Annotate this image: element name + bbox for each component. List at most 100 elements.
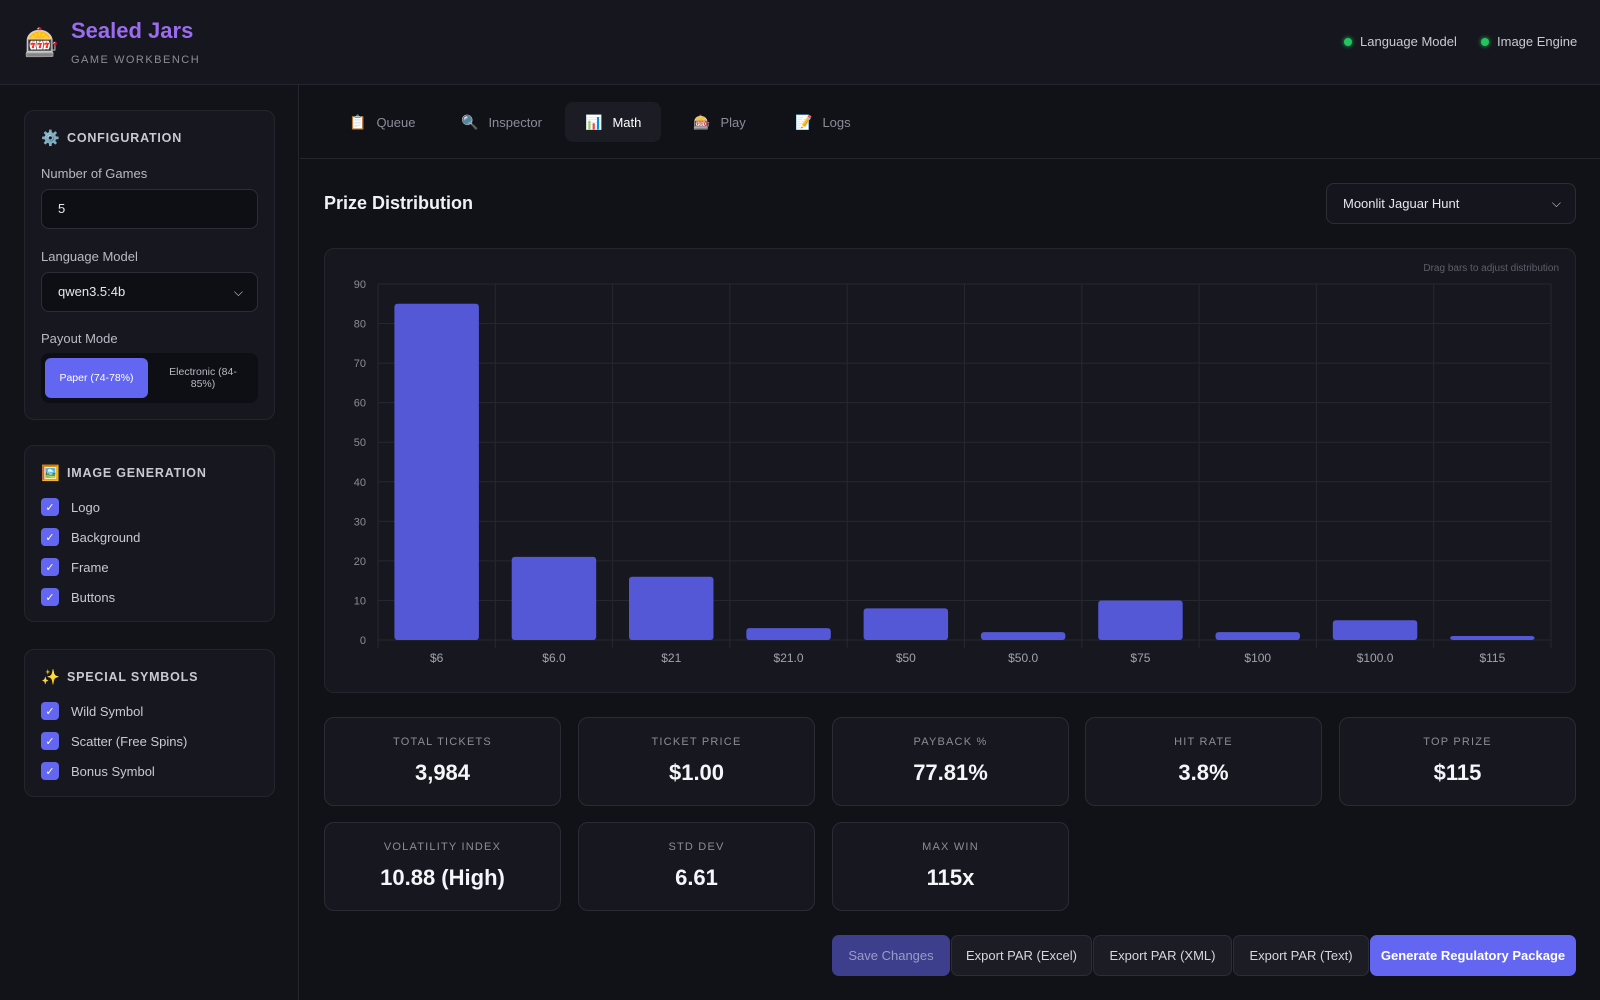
clipboard-icon: 📋 bbox=[349, 113, 367, 130]
checkbox-logo[interactable]: ✓ Logo bbox=[41, 498, 100, 516]
status-language-model: Language Model bbox=[1344, 34, 1457, 49]
chart-hint: Drag bars to adjust distribution bbox=[1423, 263, 1559, 274]
checkbox-label: Wild Symbol bbox=[71, 703, 144, 719]
x-tick-label: $100 bbox=[1244, 651, 1271, 665]
x-tick-label: $50.0 bbox=[1008, 651, 1038, 665]
tab-inspector[interactable]: 🔍 Inspector bbox=[441, 102, 562, 142]
save-changes-button[interactable]: Save Changes bbox=[832, 935, 950, 976]
chart-bar[interactable] bbox=[1450, 636, 1535, 640]
y-tick-label: 20 bbox=[354, 556, 366, 568]
tab-label: Play bbox=[720, 114, 746, 130]
status-label: Image Engine bbox=[1497, 34, 1578, 49]
y-tick-label: 10 bbox=[354, 595, 366, 607]
stat-ticket-price: TICKET PRICE $1.00 bbox=[578, 717, 815, 806]
payout-mode-label: Payout Mode bbox=[41, 331, 118, 346]
stat-max-win: MAX WIN 115x bbox=[832, 822, 1069, 911]
panel-title: IMAGE GENERATION bbox=[67, 466, 207, 480]
image-generation-panel: 🖼️ IMAGE GENERATION ✓ Logo ✓ Background … bbox=[24, 445, 275, 622]
game-select[interactable]: Moonlit Jaguar Hunt ⌵ bbox=[1326, 183, 1576, 224]
checkbox-label: Logo bbox=[71, 499, 100, 515]
app-subtitle: GAME WORKBENCH bbox=[71, 54, 201, 66]
chart-bar[interactable] bbox=[511, 556, 597, 640]
y-tick-label: 50 bbox=[354, 437, 366, 449]
chart-bar[interactable] bbox=[629, 576, 714, 640]
stat-label: TICKET PRICE bbox=[651, 736, 742, 748]
tab-play[interactable]: 🎰 Play bbox=[673, 102, 766, 142]
x-tick-label: $21 bbox=[661, 651, 681, 665]
chevron-down-icon: ⌵ bbox=[233, 285, 243, 299]
gear-icon: ⚙️ bbox=[41, 130, 61, 147]
checkmark-icon[interactable]: ✓ bbox=[41, 702, 59, 720]
payout-mode-toggle: Paper (74-78%) Electronic (84-85%) bbox=[41, 353, 258, 403]
chart-bar[interactable] bbox=[394, 303, 479, 640]
image-generation-header: 🖼️ IMAGE GENERATION bbox=[41, 464, 207, 482]
checkbox-wild-symbol[interactable]: ✓ Wild Symbol bbox=[41, 702, 143, 720]
checkmark-icon[interactable]: ✓ bbox=[41, 588, 59, 606]
checkmark-icon[interactable]: ✓ bbox=[41, 732, 59, 750]
stat-label: TOP PRIZE bbox=[1423, 736, 1492, 748]
checkmark-icon[interactable]: ✓ bbox=[41, 498, 59, 516]
export-par-excel-button[interactable]: Export PAR (Excel) bbox=[951, 935, 1092, 976]
chart-bar[interactable] bbox=[1098, 600, 1183, 640]
bar-chart-icon: 📊 bbox=[585, 113, 603, 130]
checkbox-background[interactable]: ✓ Background bbox=[41, 528, 140, 546]
checkmark-icon[interactable]: ✓ bbox=[41, 528, 59, 546]
status-dot bbox=[1481, 37, 1489, 46]
tab-queue[interactable]: 📋 Queue bbox=[329, 102, 435, 142]
stat-label: STD DEV bbox=[668, 841, 725, 853]
tab-bar: 📋 Queue 🔍 Inspector 📊 Math 🎰 Play 📝 Logs bbox=[300, 85, 1600, 159]
status-dot bbox=[1344, 37, 1352, 46]
y-tick-label: 80 bbox=[354, 319, 366, 331]
chart-bar[interactable] bbox=[746, 628, 831, 640]
magnifier-icon: 🔍 bbox=[461, 113, 479, 130]
checkbox-label: Background bbox=[71, 529, 141, 545]
tab-logs[interactable]: 📝 Logs bbox=[775, 102, 871, 142]
payout-mode-paper-button[interactable]: Paper (74-78%) bbox=[45, 358, 148, 398]
y-tick-label: 40 bbox=[354, 477, 366, 489]
chart-bar[interactable] bbox=[1332, 620, 1418, 640]
x-tick-label: $6.0 bbox=[542, 651, 566, 665]
num-games-input[interactable]: 5 bbox=[41, 189, 258, 229]
x-tick-label: $75 bbox=[1130, 651, 1150, 665]
chart-bar[interactable] bbox=[1215, 632, 1300, 640]
y-tick-label: 60 bbox=[354, 398, 366, 410]
checkbox-buttons[interactable]: ✓ Buttons bbox=[41, 588, 115, 606]
special-symbols-header: ✨ SPECIAL SYMBOLS bbox=[41, 668, 198, 686]
generate-regulatory-package-button[interactable]: Generate Regulatory Package bbox=[1370, 935, 1576, 976]
stat-value: $115 bbox=[1433, 760, 1482, 785]
memo-icon: 📝 bbox=[795, 113, 813, 130]
stat-std-dev: STD DEV 6.61 bbox=[578, 822, 815, 911]
stat-label: TOTAL TICKETS bbox=[393, 736, 492, 748]
y-tick-label: 70 bbox=[354, 358, 366, 370]
panel-title: CONFIGURATION bbox=[67, 131, 183, 145]
checkbox-bonus-symbol[interactable]: ✓ Bonus Symbol bbox=[41, 762, 155, 780]
panel-title: SPECIAL SYMBOLS bbox=[67, 670, 199, 684]
chart-bar[interactable] bbox=[980, 632, 1066, 640]
export-par-xml-button[interactable]: Export PAR (XML) bbox=[1093, 935, 1232, 976]
language-model-select[interactable]: qwen3.5:4b ⌵ bbox=[41, 272, 258, 312]
image-icon: 🖼️ bbox=[41, 465, 61, 482]
checkmark-icon[interactable]: ✓ bbox=[41, 558, 59, 576]
chart-bar[interactable] bbox=[863, 608, 949, 640]
stat-value: 3.8% bbox=[1178, 760, 1229, 785]
export-par-text-button[interactable]: Export PAR (Text) bbox=[1233, 935, 1369, 976]
section-title: Prize Distribution bbox=[324, 193, 474, 213]
tab-math[interactable]: 📊 Math bbox=[565, 102, 662, 142]
stat-total-tickets: TOTAL TICKETS 3,984 bbox=[324, 717, 561, 806]
stat-label: HIT RATE bbox=[1174, 736, 1233, 748]
sparkles-icon: ✨ bbox=[41, 669, 61, 686]
chevron-down-icon: ⌵ bbox=[1551, 196, 1561, 210]
stat-label: MAX WIN bbox=[922, 841, 979, 853]
sidebar: ⚙️ CONFIGURATION Number of Games 5 Langu… bbox=[0, 85, 299, 1000]
tab-label: Queue bbox=[376, 114, 416, 130]
stat-value: 3,984 bbox=[414, 760, 471, 785]
checkmark-icon[interactable]: ✓ bbox=[41, 762, 59, 780]
language-model-label: Language Model bbox=[41, 249, 138, 264]
app-header: 🎰 Sealed Jars GAME WORKBENCH Language Mo… bbox=[0, 0, 1600, 85]
slot-machine-icon: 🎰 bbox=[24, 27, 59, 58]
num-games-label: Number of Games bbox=[41, 166, 148, 181]
checkbox-frame[interactable]: ✓ Frame bbox=[41, 558, 109, 576]
stat-top-prize: TOP PRIZE $115 bbox=[1339, 717, 1576, 806]
checkbox-scatter[interactable]: ✓ Scatter (Free Spins) bbox=[41, 732, 187, 750]
payout-mode-electronic-button[interactable]: Electronic (84-85%) bbox=[169, 366, 237, 390]
